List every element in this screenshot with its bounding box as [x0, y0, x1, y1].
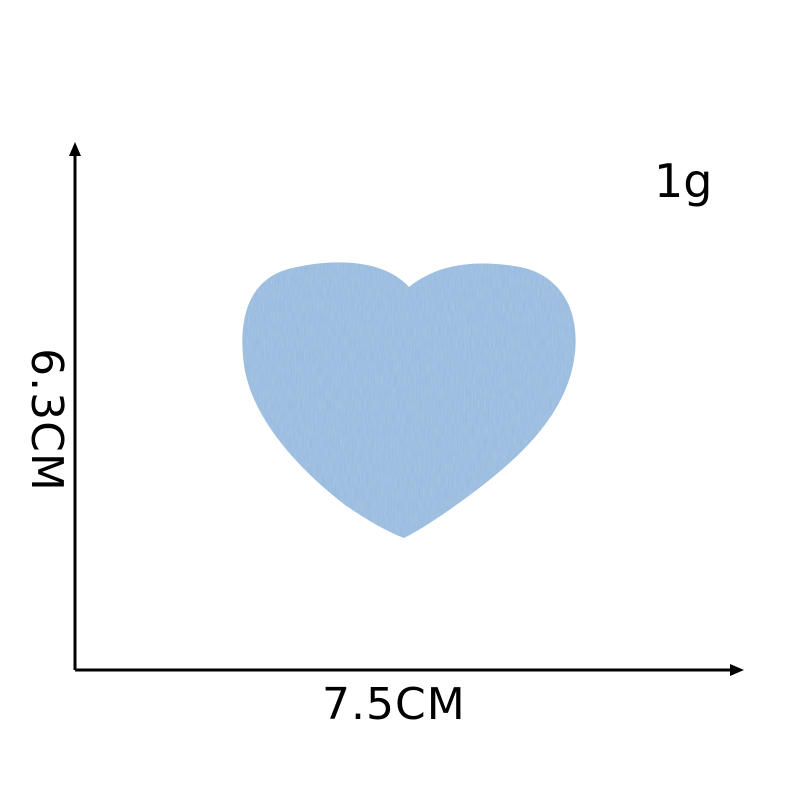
heart-texture: [242, 262, 576, 538]
up-arrow-icon: [69, 142, 81, 156]
width-label: 7.5CM: [322, 679, 466, 730]
height-label: 6.3CM: [21, 348, 72, 492]
denim-heart-icon: [242, 262, 576, 538]
weight-label: 1g: [654, 154, 713, 208]
right-arrow-icon: [730, 664, 744, 676]
height-axis: [69, 142, 81, 670]
width-axis: [75, 664, 744, 676]
